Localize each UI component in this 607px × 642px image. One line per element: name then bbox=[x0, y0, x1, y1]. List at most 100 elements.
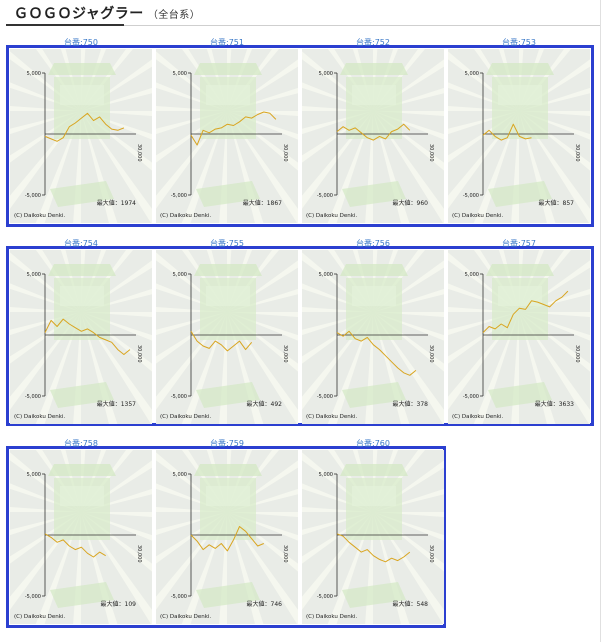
decor-cabinet-top bbox=[486, 63, 554, 75]
copyright-text: (C) Daikoku Denki. bbox=[160, 213, 211, 219]
decor-ray bbox=[156, 106, 227, 111]
data-graph: 5,000 -5,000 30,000 最大値：1867 (C) Daikoku Den… bbox=[156, 49, 298, 223]
y-tick-label-top: 5,000 bbox=[465, 272, 479, 278]
series-line bbox=[336, 533, 411, 563]
y-tick-label-bottom: -5,000 bbox=[171, 594, 187, 600]
decor-cabinet-window bbox=[352, 286, 396, 306]
copyright-text: (C) Daikoku Denki. bbox=[306, 614, 357, 620]
decor-tray bbox=[50, 181, 114, 207]
decor-cabinet-top bbox=[340, 63, 408, 75]
x-tick-label-end: 30,000 bbox=[282, 345, 288, 363]
copyright-text: (C) Daikoku Denki. bbox=[14, 414, 65, 420]
decor-ray bbox=[156, 307, 227, 312]
decor-tray bbox=[196, 181, 260, 207]
decor-cabinet-window bbox=[498, 85, 542, 105]
y-tick-label-top: 5,000 bbox=[173, 272, 187, 278]
title-underline bbox=[6, 24, 124, 26]
decor-cabinet-top bbox=[194, 63, 262, 75]
decor-tray bbox=[50, 382, 114, 408]
decor-ray bbox=[373, 312, 444, 317]
decor-cabinet-top bbox=[486, 264, 554, 276]
machine-number-label[interactable]: 台番:753 bbox=[502, 38, 536, 47]
machine-number-label[interactable]: 台番:754 bbox=[64, 239, 98, 248]
series-line bbox=[336, 123, 411, 141]
decor-cabinet-top bbox=[194, 464, 262, 476]
decor-ray bbox=[448, 307, 519, 312]
decor-tray bbox=[488, 181, 552, 207]
decor-ray bbox=[302, 307, 373, 312]
machine-number-label[interactable]: 台番:760 bbox=[356, 439, 390, 448]
data-graph: 5,000 -5,000 30,000 最大値：1357 (C) Daikoku Den… bbox=[10, 250, 152, 424]
page-scrollbar[interactable] bbox=[600, 0, 607, 642]
x-tick-label-end: 30,000 bbox=[574, 144, 580, 162]
decor-cabinet-top bbox=[48, 63, 116, 75]
decor-tray bbox=[342, 382, 406, 408]
title-subtitle: （全台系） bbox=[147, 10, 201, 21]
decor-ray bbox=[156, 507, 227, 512]
copyright-text: (C) Daikoku Denki. bbox=[14, 213, 65, 219]
machine-number-label[interactable]: 台番:759 bbox=[210, 439, 244, 448]
machine-number-label[interactable]: 台番:756 bbox=[356, 239, 390, 248]
y-tick-label-bottom: -5,000 bbox=[25, 594, 41, 600]
y-tick-label-top: 5,000 bbox=[173, 71, 187, 77]
decor-ray bbox=[448, 106, 519, 111]
decor-tray bbox=[196, 582, 260, 608]
decor-tray bbox=[342, 181, 406, 207]
copyright-text: (C) Daikoku Denki. bbox=[306, 414, 357, 420]
max-value-label: 最大値：548 bbox=[393, 600, 429, 608]
copyright-text: (C) Daikoku Denki. bbox=[160, 414, 211, 420]
series-line bbox=[190, 526, 264, 552]
page-header: ＧＯＧＯジャグラー （全台系） bbox=[6, 0, 600, 30]
data-graph: 5,000 -5,000 30,000 最大値：857 (C) Daikoku Denk… bbox=[448, 49, 590, 223]
chart-panel: 台番:750 5,000 -5,000 30,000 最大値：1974 (C) Daiko… bbox=[10, 38, 152, 223]
series-line bbox=[482, 123, 532, 141]
machine-number-label[interactable]: 台番:758 bbox=[64, 439, 98, 448]
decor-ray bbox=[10, 51, 81, 111]
y-tick-label-bottom: -5,000 bbox=[463, 193, 479, 199]
copyright-text: (C) Daikoku Denki. bbox=[160, 614, 211, 620]
machine-number-label[interactable]: 台番:757 bbox=[502, 239, 536, 248]
chart-panel: 台番:754 5,000 -5,000 30,000 最大値：1357 (C) Daiko… bbox=[10, 239, 152, 424]
decor-cabinet-top bbox=[48, 464, 116, 476]
decor-ray bbox=[156, 252, 227, 312]
decor-ray bbox=[302, 51, 373, 111]
machine-number-label[interactable]: 台番:750 bbox=[64, 38, 98, 47]
y-tick-label-bottom: -5,000 bbox=[25, 193, 41, 199]
data-graph: 5,000 -5,000 30,000 最大値：109 (C) Daikoku Denk… bbox=[10, 450, 152, 624]
machine-number-label[interactable]: 台番:751 bbox=[210, 38, 244, 47]
decor-ray bbox=[81, 312, 152, 317]
machine-number-label[interactable]: 台番:752 bbox=[356, 38, 390, 47]
copyright-text: (C) Daikoku Denki. bbox=[452, 414, 503, 420]
data-graph: 5,000 -5,000 30,000 最大値：548 (C) Daikoku Denk… bbox=[302, 450, 444, 624]
machine-number-label[interactable]: 台番:755 bbox=[210, 239, 244, 248]
data-graph: 5,000 -5,000 30,000 最大値：3633 (C) Daikoku Den… bbox=[448, 250, 590, 424]
x-tick-label-end: 30,000 bbox=[574, 345, 580, 363]
y-tick-label-bottom: -5,000 bbox=[171, 193, 187, 199]
decor-ray bbox=[302, 507, 373, 512]
x-tick-label-end: 30,000 bbox=[136, 345, 142, 363]
decor-ray bbox=[448, 51, 519, 111]
decor-tray bbox=[196, 382, 260, 408]
copyright-text: (C) Daikoku Denki. bbox=[14, 614, 65, 620]
series-line bbox=[190, 111, 277, 146]
series-line bbox=[44, 112, 125, 142]
max-value-label: 最大値：492 bbox=[247, 400, 283, 408]
data-graph: 5,000 -5,000 30,000 最大値：378 (C) Daikoku Denk… bbox=[302, 250, 444, 424]
chart-panel: 台番:757 5,000 -5,000 30,000 最大値：3633 (C) Daiko… bbox=[448, 239, 590, 424]
y-tick-label-top: 5,000 bbox=[173, 472, 187, 478]
decor-ray bbox=[519, 312, 590, 317]
data-graph: 5,000 -5,000 30,000 最大値：492 (C) Daikoku Denk… bbox=[156, 250, 298, 424]
chart-panel: 台番:760 5,000 -5,000 30,000 最大値：548 (C) Daikok… bbox=[302, 439, 444, 624]
decor-tray bbox=[488, 382, 552, 408]
max-value-label: 最大値：1867 bbox=[243, 199, 282, 207]
chart-panel: 台番:753 5,000 -5,000 30,000 最大値：857 (C) Daikok… bbox=[448, 38, 590, 223]
decor-ray bbox=[10, 507, 81, 512]
x-tick-label-end: 30,000 bbox=[136, 545, 142, 563]
decor-ray bbox=[156, 51, 227, 111]
x-tick-label-end: 30,000 bbox=[428, 545, 434, 563]
chart-panel: 台番:755 5,000 -5,000 30,000 最大値：492 (C) Daikok… bbox=[156, 239, 298, 424]
max-value-label: 最大値：3633 bbox=[535, 400, 574, 408]
max-value-label: 最大値：109 bbox=[101, 600, 137, 608]
decor-ray bbox=[10, 106, 81, 111]
y-tick-label-bottom: -5,000 bbox=[317, 394, 333, 400]
